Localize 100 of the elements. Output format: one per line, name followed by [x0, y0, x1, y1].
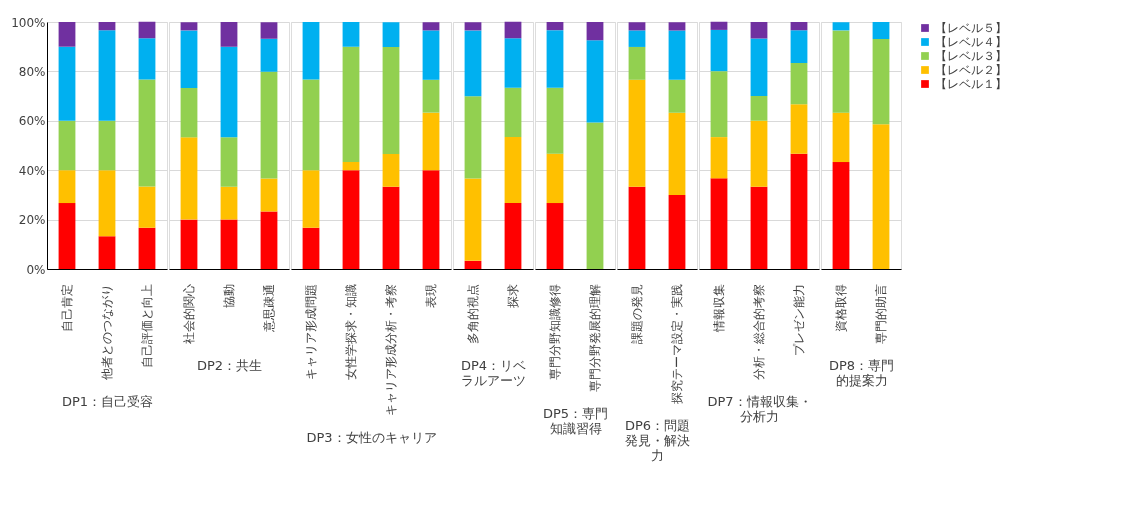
x-tick-label: 情報収集	[712, 283, 726, 333]
bar	[710, 71, 728, 138]
y-tick-label: 100%	[11, 15, 46, 30]
bar	[710, 29, 728, 72]
bar	[382, 22, 400, 47]
bar	[710, 178, 728, 269]
bar	[342, 22, 360, 47]
y-tick-label: 80%	[18, 64, 46, 79]
x-tick-label: 意思疎通	[262, 283, 276, 333]
bar	[832, 30, 850, 113]
bar	[58, 203, 76, 269]
x-tick-label: 女性学探求・知識	[344, 283, 358, 380]
bar	[464, 22, 482, 31]
bar	[98, 236, 116, 269]
bar	[464, 178, 482, 261]
x-axis-title: DP6：問題発見・解決力	[624, 417, 691, 463]
bar	[302, 79, 320, 171]
x-axis-title: DP8：専門的提案力	[828, 357, 895, 388]
x-tick-label: 自己評価と向上	[140, 283, 154, 368]
bar	[260, 211, 278, 269]
bar	[872, 39, 890, 125]
bar	[750, 22, 768, 39]
bar	[832, 162, 850, 269]
bar	[504, 21, 522, 39]
x-axis-title: DP1：自己受容	[61, 393, 154, 409]
bar	[220, 46, 238, 138]
x-tick-label: 分析・総合的考察	[752, 283, 766, 380]
y-tick-label: 40%	[18, 163, 46, 178]
bar	[422, 79, 440, 113]
bar	[790, 22, 808, 31]
bar	[586, 22, 604, 41]
x-tick-label: 探究テーマ設定・実践	[670, 283, 684, 404]
bar	[790, 63, 808, 105]
bar	[220, 219, 238, 269]
bar	[750, 96, 768, 121]
bar	[180, 137, 198, 220]
y-tick-label: 60%	[18, 114, 46, 129]
x-tick-label: キャリア形成問題	[304, 283, 318, 380]
bar	[138, 186, 156, 228]
x-tick-label: 専門的助言	[874, 283, 888, 344]
y-tick-label: 20%	[18, 213, 46, 228]
bar	[628, 30, 646, 47]
bar	[504, 137, 522, 204]
bar	[668, 112, 686, 195]
x-tick-label: 表現	[424, 283, 438, 308]
bar	[382, 153, 400, 187]
y-tick-label: 0%	[26, 262, 46, 277]
bar	[628, 46, 646, 80]
legend-label: 【レベル１】	[935, 77, 1007, 91]
bar	[180, 87, 198, 138]
bar	[138, 21, 156, 39]
bar	[422, 112, 440, 171]
bar	[302, 227, 320, 269]
bar	[180, 30, 198, 88]
bar	[668, 30, 686, 80]
bar	[260, 22, 278, 39]
legend-label: 【レベル５】	[935, 21, 1007, 35]
bar	[628, 22, 646, 31]
x-axis-title: DP2：共生	[196, 357, 263, 373]
x-axis-title: DP7：情報収集・分析力	[707, 393, 812, 424]
bar	[668, 79, 686, 113]
bar	[422, 22, 440, 31]
bar	[98, 120, 116, 171]
bar	[58, 170, 76, 204]
bar	[504, 87, 522, 138]
bar	[382, 46, 400, 154]
bar	[710, 137, 728, 179]
bar	[628, 79, 646, 187]
x-tick-label: 社会的関心	[182, 283, 196, 344]
bar	[302, 170, 320, 228]
x-tick-label: 専門分野知識修得	[548, 283, 562, 380]
bar	[422, 30, 440, 80]
bar	[98, 30, 116, 121]
bar	[790, 104, 808, 154]
bar	[464, 96, 482, 179]
x-axis-title: DP3：女性のキャリア	[306, 429, 437, 445]
bar	[546, 153, 564, 204]
bar	[464, 260, 482, 269]
bar	[790, 153, 808, 269]
bar	[220, 137, 238, 187]
bar	[180, 219, 198, 269]
bar	[750, 186, 768, 269]
bar	[138, 79, 156, 187]
bar	[342, 46, 360, 163]
bar	[750, 120, 768, 187]
x-tick-label: 他者とのつながり	[100, 283, 114, 380]
bar	[790, 30, 808, 63]
bar	[546, 203, 564, 269]
bar	[58, 46, 76, 121]
bar	[422, 170, 440, 269]
bar	[58, 22, 76, 47]
bar	[138, 227, 156, 269]
x-tick-label: 協動	[222, 283, 236, 308]
legend-label: 【レベル３】	[935, 49, 1007, 63]
bar	[220, 22, 238, 47]
legend-label: 【レベル２】	[935, 63, 1007, 77]
bar	[668, 194, 686, 269]
bar	[546, 87, 564, 154]
x-tick-label: 専門分野発展的理解	[588, 283, 602, 392]
x-tick-label: 資格取得	[834, 283, 848, 332]
